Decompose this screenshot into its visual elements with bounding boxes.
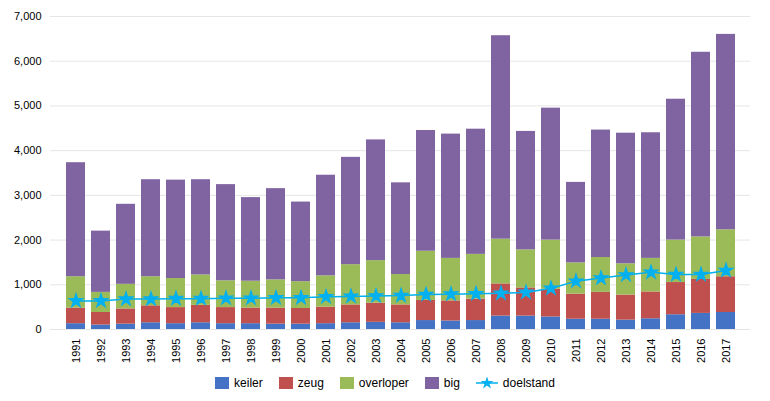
- svg-text:1996: 1996: [195, 339, 207, 363]
- svg-text:2013: 2013: [620, 339, 632, 363]
- html-text:keiler: keiler: [234, 376, 263, 390]
- html-text:big: big: [443, 376, 460, 390]
- svg-text:1,000: 1,000: [14, 278, 42, 290]
- svg-text:1994: 1994: [145, 339, 157, 363]
- svg-text:1993: 1993: [120, 339, 132, 363]
- svg-text:1991: 1991: [70, 339, 82, 363]
- svg-text:4,000: 4,000: [14, 144, 42, 156]
- html-text:doelstand: doelstand: [502, 376, 555, 390]
- svg-text:2001: 2001: [320, 339, 332, 363]
- svg-text:1998: 1998: [245, 339, 257, 363]
- svg-text:2010: 2010: [545, 339, 557, 363]
- svg-text:2008: 2008: [495, 339, 507, 363]
- svg-text:0: 0: [35, 323, 41, 335]
- svg-text:2007: 2007: [470, 339, 482, 363]
- html-text:zeug: zeug: [297, 376, 324, 390]
- svg-text:2005: 2005: [420, 339, 432, 363]
- svg-text:1997: 1997: [220, 339, 232, 363]
- svg-text:6,000: 6,000: [14, 55, 42, 67]
- svg-text:2,000: 2,000: [14, 234, 42, 246]
- svg-text:2003: 2003: [370, 339, 382, 363]
- svg-text:2006: 2006: [445, 339, 457, 363]
- html-text:overloper: overloper: [358, 376, 409, 390]
- svg-text:7,000: 7,000: [14, 10, 42, 22]
- svg-text:1992: 1992: [95, 339, 107, 363]
- svg-text:1995: 1995: [170, 339, 182, 363]
- svg-text:2017: 2017: [720, 339, 732, 363]
- svg-text:2012: 2012: [595, 339, 607, 363]
- svg-text:2014: 2014: [645, 339, 657, 363]
- svg-text:2004: 2004: [395, 339, 407, 363]
- svg-text:2016: 2016: [695, 339, 707, 363]
- svg-text:1999: 1999: [270, 339, 282, 363]
- svg-text:5,000: 5,000: [14, 99, 42, 111]
- svg-text:2015: 2015: [670, 339, 682, 363]
- svg-text:2009: 2009: [520, 339, 532, 363]
- svg-text:3,000: 3,000: [14, 189, 42, 201]
- svg-text:2011: 2011: [570, 339, 582, 363]
- svg-text:2000: 2000: [295, 339, 307, 363]
- svg-text:2002: 2002: [345, 339, 357, 363]
